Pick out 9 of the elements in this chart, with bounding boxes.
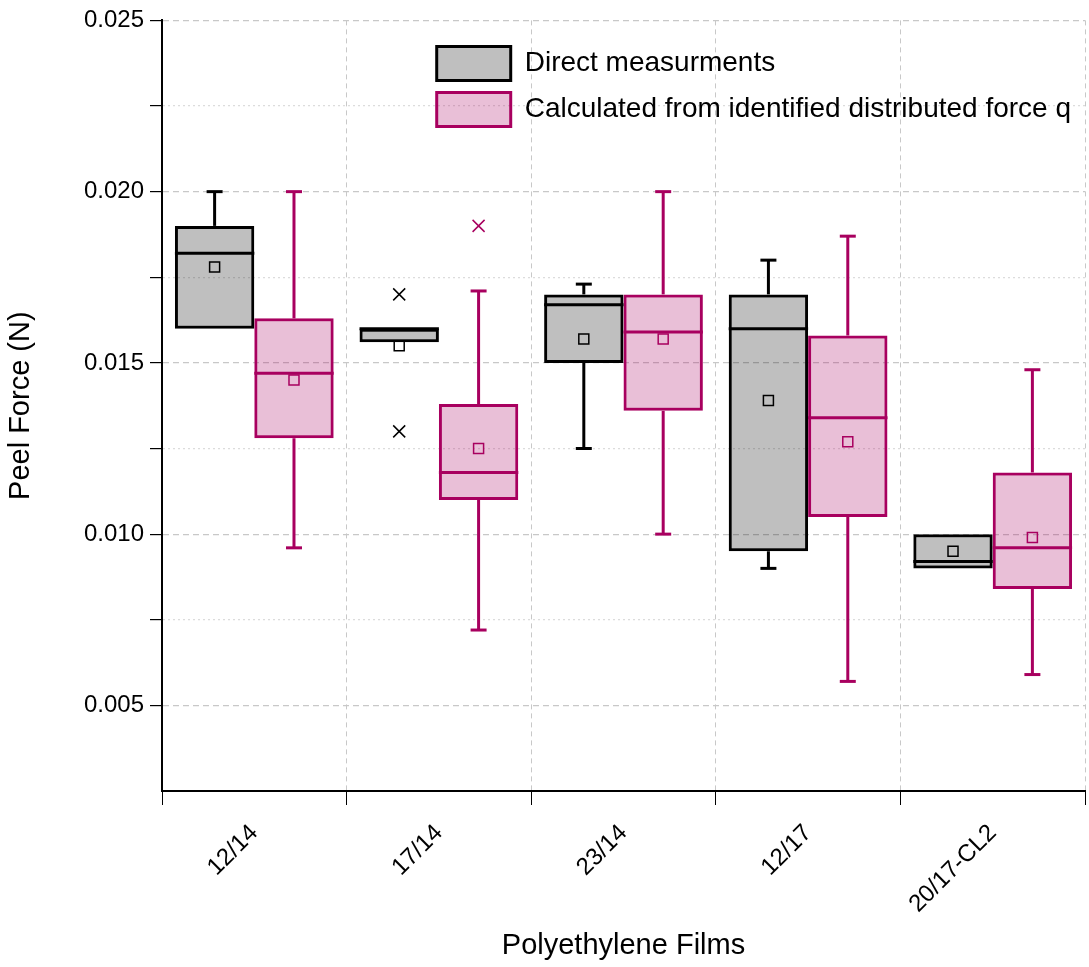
- y-axis-title: Peel Force (N): [3, 311, 36, 500]
- legend-label: Direct measurments: [524, 46, 776, 78]
- legend-label: Calculated from identified distributed force q: [524, 92, 1072, 124]
- y-tick-label: 0.015: [83, 347, 144, 375]
- y-tick-label: 0.025: [83, 5, 144, 33]
- y-tick-label: 0.010: [83, 518, 144, 546]
- x-axis-title: Polyethylene Films: [501, 927, 746, 960]
- y-tick-label: 0.005: [83, 690, 144, 717]
- y-tick-label: 0.020: [83, 176, 144, 204]
